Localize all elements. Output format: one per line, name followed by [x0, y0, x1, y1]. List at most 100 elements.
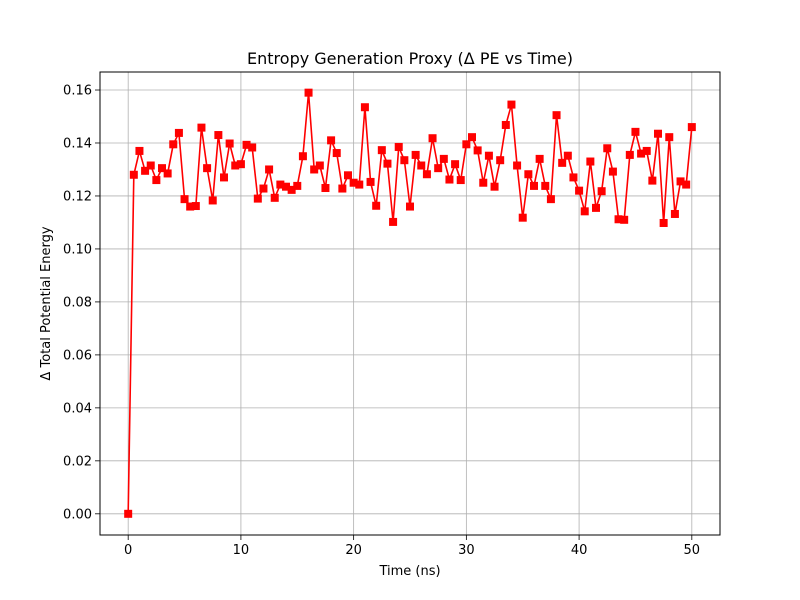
data-point-marker [293, 181, 302, 190]
data-point-marker [417, 161, 426, 170]
x-tick-label: 50 [684, 543, 701, 558]
data-point-marker [603, 144, 612, 153]
data-point-marker [321, 184, 330, 193]
data-point-marker [191, 202, 200, 211]
data-point-marker [180, 195, 189, 204]
data-point-marker [670, 209, 679, 218]
series-layer [124, 88, 696, 518]
data-point-marker [129, 170, 138, 179]
data-point-marker [451, 160, 460, 169]
data-point-marker [586, 157, 595, 166]
data-point-marker [383, 159, 392, 168]
data-point-marker [468, 133, 476, 142]
data-point-marker [558, 158, 567, 167]
grid-layer [100, 72, 720, 535]
data-point-marker [146, 161, 155, 170]
data-point-marker [158, 164, 166, 173]
data-point-marker [270, 193, 279, 202]
y-tick-label: 0.02 [63, 454, 92, 469]
data-point-marker [377, 146, 386, 155]
data-point-marker [406, 202, 414, 211]
data-point-marker [676, 177, 685, 186]
tick-layer: 0 10 20 30 40 50 0.00 0.02 0.04 0.06 0.08 0.10 0.12 0… [63, 84, 700, 558]
data-point-marker [552, 111, 561, 120]
data-point-marker [366, 177, 375, 186]
y-tick-label: 0.10 [63, 242, 92, 257]
data-point-marker [338, 184, 347, 193]
data-point-marker [372, 201, 381, 210]
data-point-marker [496, 156, 505, 165]
y-tick-label: 0.08 [63, 295, 92, 310]
x-tick-label: 40 [571, 543, 588, 558]
data-point-marker [169, 140, 178, 149]
x-tick-label: 20 [345, 543, 362, 558]
data-point-marker [546, 195, 555, 204]
data-point-marker [248, 143, 257, 152]
data-point-marker [174, 128, 183, 137]
data-point-marker [665, 133, 674, 142]
x-tick-label: 30 [458, 543, 475, 558]
data-point-marker [389, 217, 398, 226]
data-point-marker [473, 146, 482, 155]
data-point-marker [163, 169, 172, 178]
data-point-marker [541, 181, 550, 190]
data-point-marker [456, 176, 465, 185]
data-point-marker [298, 152, 307, 161]
data-point-marker [186, 202, 195, 211]
data-point-marker [631, 127, 640, 136]
data-point-marker [513, 161, 522, 170]
data-point-marker [332, 149, 341, 158]
data-point-marker [231, 161, 240, 170]
data-point-marker [349, 178, 358, 187]
data-point-marker [524, 170, 533, 179]
data-point-marker [563, 151, 572, 160]
x-tick-label: 10 [233, 543, 250, 558]
x-axis-label: Time (ns) [378, 564, 440, 579]
data-point-marker [344, 171, 352, 180]
data-point-marker [687, 123, 696, 132]
data-point-marker [236, 160, 245, 169]
data-point-marker [648, 176, 657, 185]
data-point-marker [214, 131, 223, 140]
data-point-marker [310, 165, 319, 174]
data-point-marker [355, 180, 364, 189]
y-tick-label: 0.16 [63, 84, 92, 99]
y-tick-label: 0.04 [63, 401, 92, 416]
data-point-marker [141, 166, 150, 175]
data-point-marker [276, 180, 285, 189]
data-point-marker [535, 154, 544, 163]
data-point-marker [682, 180, 691, 189]
data-point-marker [490, 182, 499, 191]
data-point-marker [422, 170, 431, 179]
data-point-marker [608, 167, 617, 176]
y-tick-label: 0.00 [63, 507, 92, 522]
y-tick-label: 0.14 [63, 136, 92, 151]
chart-title: Entropy Generation Proxy (Δ PE vs Time) [247, 49, 573, 68]
data-point-marker [620, 215, 629, 224]
data-point-marker [625, 150, 634, 159]
y-tick-label: 0.12 [63, 189, 92, 204]
data-point-marker [462, 140, 471, 149]
data-point-marker [225, 139, 234, 148]
data-point-marker [614, 215, 623, 224]
data-point-marker [253, 194, 262, 203]
data-point-marker [259, 184, 268, 193]
data-point-marker [580, 207, 589, 216]
data-point-marker [642, 146, 651, 155]
data-point-marker [592, 203, 600, 212]
axes-frame [99, 71, 721, 536]
data-point-marker [445, 175, 454, 184]
data-point-marker [411, 150, 420, 159]
data-point-marker [394, 142, 403, 151]
data-point-marker [507, 100, 516, 109]
data-point-marker [242, 140, 251, 149]
data-point-marker [124, 509, 133, 518]
data-point-marker [654, 129, 662, 138]
data-point-marker [304, 88, 313, 97]
data-point-marker [400, 156, 409, 165]
data-point-marker [203, 164, 212, 173]
data-point-marker [518, 213, 527, 222]
data-point-marker [287, 185, 296, 194]
